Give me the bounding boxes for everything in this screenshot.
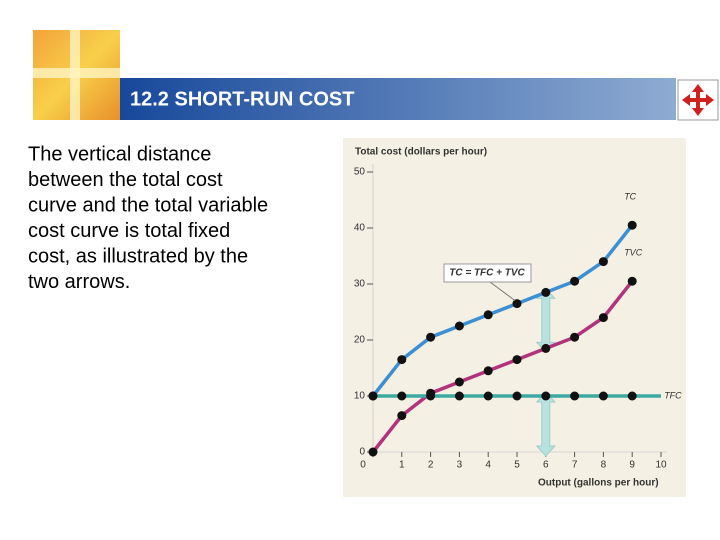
data-point [368,447,378,457]
x-axis-label: Output (gallons per hour) [538,478,659,489]
series-label: TFC [664,390,682,400]
y-tick-label: 0 [359,447,365,458]
data-point [454,377,464,387]
slide-title: 12.2 SHORT-RUN COST [130,88,354,110]
data-point [397,411,407,421]
body-line: between the total cost [28,169,223,191]
x-tick-label: 7 [572,460,578,471]
fixed-cost-arrow [535,391,556,457]
data-point [598,313,608,323]
x-tick-label: 10 [655,460,667,471]
data-point [483,366,493,376]
logo [33,30,120,120]
data-point [570,391,580,401]
data-point [541,391,551,401]
data-point [541,287,551,297]
data-point [368,391,378,401]
body-line: The vertical distance [28,143,211,165]
x-tick-label: 1 [399,460,405,471]
x-tick-label: 4 [485,460,491,471]
data-point [483,391,493,401]
data-point [627,391,637,401]
series-label: TVC [624,248,643,258]
data-point [598,257,608,267]
x-tick-label: 6 [543,460,549,471]
annotation: TC = TFC + TVC [449,268,525,279]
annotation-leader [489,281,516,302]
data-point [627,220,637,230]
data-point [454,391,464,401]
y-tick-label: 20 [354,335,366,346]
x-tick-label: 2 [428,460,434,471]
body-line: two arrows. [28,271,130,293]
x-tick-label: 8 [601,460,607,471]
data-point [512,391,522,401]
y-tick-label: 10 [354,391,366,402]
series-line [371,224,634,398]
x-tick-label: 0 [360,460,366,471]
data-point [512,299,522,309]
data-point [426,391,436,401]
x-tick-label: 3 [457,460,463,471]
series-line [371,280,634,454]
y-axis-label: Total cost (dollars per hour) [355,147,487,158]
data-point [541,343,551,353]
nav-icon[interactable] [677,79,719,121]
y-tick-label: 40 [354,223,366,234]
chart: Total cost (dollars per hour) Output (gal… [354,147,682,489]
body-text: The vertical distance between the total c… [28,143,268,293]
data-point [483,310,493,320]
annotation-box [443,263,532,283]
x-tick-label: 5 [514,460,520,471]
body-line: cost, as illustrated by the [28,245,248,267]
data-point [397,355,407,365]
title-bar [120,78,676,120]
chart-panel [343,138,686,497]
data-point [570,332,580,342]
data-point [570,276,580,286]
body-line: cost curve is total fixed [28,220,230,242]
data-point [598,391,608,401]
y-tick-label: 30 [354,279,366,290]
x-tick-label: 9 [629,460,635,471]
data-point [454,321,464,331]
data-point [397,391,407,401]
y-tick-label: 50 [354,167,366,178]
series-label: TC [624,192,636,202]
data-point [426,332,436,342]
data-point [627,276,637,286]
body-line: curve and the total variable [28,194,268,216]
data-point [512,355,522,365]
